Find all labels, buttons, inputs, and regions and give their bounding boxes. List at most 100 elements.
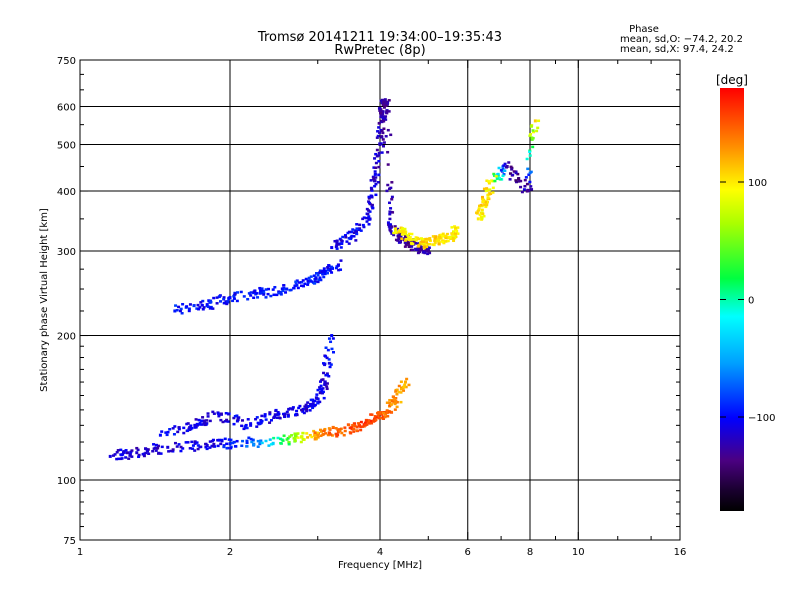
echo-point [412, 238, 416, 241]
echo-point [387, 201, 391, 205]
echo-point [526, 167, 530, 171]
echo-point [345, 240, 349, 243]
echo-point [115, 457, 119, 461]
echo-point [315, 272, 319, 275]
echo-point [386, 128, 390, 132]
echo-point [225, 442, 229, 446]
echo-point [186, 429, 190, 432]
echo-point [373, 173, 377, 176]
echo-point [311, 404, 315, 408]
echo-point [388, 210, 392, 213]
echo-point [380, 413, 384, 416]
echo-point [204, 442, 208, 446]
echo-point [347, 242, 351, 245]
echo-point [419, 246, 423, 249]
echo-point [322, 433, 326, 436]
echo-point [251, 438, 255, 442]
echo-point [160, 445, 164, 449]
echo-point [378, 106, 382, 110]
echo-point [375, 148, 379, 152]
echo-point [375, 136, 379, 139]
echo-point [323, 363, 327, 367]
echo-point [379, 111, 383, 115]
echo-point [407, 383, 411, 387]
echo-point [322, 429, 326, 433]
colorbar-ticks: 100 0 −100 [720, 178, 775, 424]
echo-point [525, 182, 529, 186]
phase-stats-o: mean, sd,O: −74.2, 20.2 [620, 34, 743, 45]
echo-point [299, 440, 303, 444]
echo-point [355, 227, 359, 230]
echo-point [192, 304, 196, 308]
echo-point [334, 427, 338, 430]
echo-point [215, 296, 219, 299]
echo-point [154, 449, 158, 452]
echo-point [316, 401, 320, 405]
echo-point [204, 445, 208, 449]
echo-point [502, 173, 506, 176]
echo-point [179, 445, 183, 449]
echo-point [219, 418, 223, 422]
echo-point [447, 236, 451, 240]
echo-point [422, 250, 426, 254]
echo-point [365, 216, 369, 220]
echo-point [200, 423, 204, 426]
echo-point [189, 424, 193, 427]
echo-point [378, 412, 382, 416]
echo-point [329, 363, 333, 366]
echo-point [484, 205, 488, 209]
echo-point [193, 426, 197, 429]
echo-point [385, 411, 389, 415]
echo-point [338, 237, 342, 241]
echo-point [436, 237, 440, 241]
echo-point [389, 133, 393, 137]
echo-point [373, 170, 377, 173]
echo-point [193, 442, 197, 445]
echo-point [232, 297, 236, 300]
echo-point [298, 404, 302, 408]
echo-point [180, 312, 184, 315]
echo-point [372, 420, 376, 423]
echo-point [335, 247, 339, 250]
echo-point [242, 427, 246, 431]
echo-point [205, 447, 209, 451]
echo-point [193, 423, 197, 427]
echo-point [232, 295, 236, 298]
echo-point [305, 432, 309, 435]
echo-point [403, 380, 407, 384]
echo-point [399, 234, 403, 237]
echo-point [339, 259, 343, 262]
echo-point [275, 416, 279, 420]
echo-point [235, 414, 239, 417]
echo-point [419, 237, 423, 240]
echo-point [159, 452, 163, 455]
echo-point [489, 192, 493, 196]
echo-point [337, 243, 341, 246]
echo-point [169, 449, 173, 453]
echo-point [295, 409, 299, 413]
echo-point [199, 445, 203, 449]
echo-point [121, 451, 125, 454]
echo-point [391, 399, 395, 403]
echo-point [116, 449, 120, 452]
echo-point [383, 117, 387, 120]
echo-point [426, 247, 430, 251]
echo-point [385, 109, 389, 113]
echo-point [328, 365, 332, 369]
echo-point [331, 425, 335, 429]
echo-point [483, 203, 487, 207]
echo-point [286, 413, 290, 416]
echo-point [232, 416, 236, 420]
echo-point [229, 446, 233, 450]
echo-point [285, 410, 289, 414]
echo-point [282, 286, 286, 290]
echo-point [190, 440, 194, 444]
echo-point [201, 299, 205, 303]
echo-point [124, 449, 128, 452]
echo-point [327, 358, 331, 361]
echo-point [414, 236, 418, 239]
echo-point [182, 426, 186, 430]
echo-point [243, 425, 247, 428]
echo-point [336, 430, 340, 434]
